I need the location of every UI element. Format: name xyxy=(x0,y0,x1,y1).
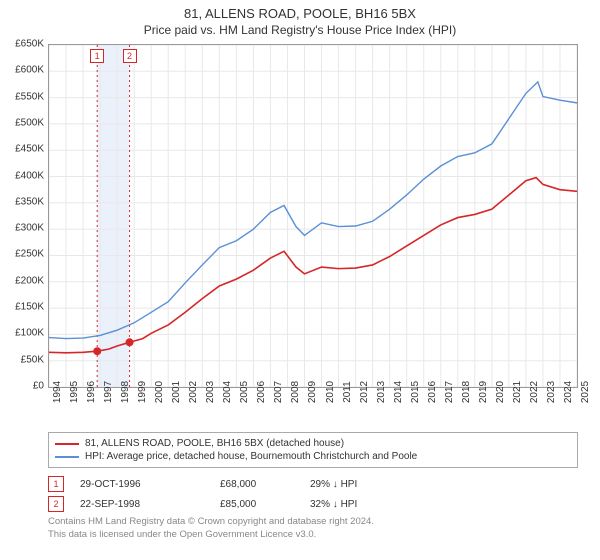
chart-container: 81, ALLENS ROAD, POOLE, BH16 5BX Price p… xyxy=(0,0,600,560)
x-tick-label: 2019 xyxy=(478,381,489,403)
sales-table: 1 29-OCT-1996£68,00029% ↓ HPI 2 22-SEP-1998… xyxy=(48,474,578,514)
y-tick-label: £50K xyxy=(21,354,44,365)
footer-line-1: Contains HM Land Registry data © Crown c… xyxy=(48,516,578,529)
y-tick-label: £300K xyxy=(15,223,44,234)
x-tick-label: 2013 xyxy=(376,381,387,403)
plot-area: 12 xyxy=(48,44,578,388)
sale-pct: 29% ↓ HPI xyxy=(310,479,578,490)
y-tick-label: £250K xyxy=(15,249,44,260)
x-tick-label: 2018 xyxy=(461,381,472,403)
x-tick-label: 2025 xyxy=(580,381,591,403)
sale-row: 2 22-SEP-1998£85,00032% ↓ HPI xyxy=(48,494,578,514)
sale-price: £68,000 xyxy=(220,479,310,490)
x-tick-label: 2004 xyxy=(222,381,233,403)
sale-price: £85,000 xyxy=(220,499,310,510)
x-tick-label: 2000 xyxy=(154,381,165,403)
x-tick-label: 2006 xyxy=(256,381,267,403)
y-tick-label: £0 xyxy=(33,381,44,392)
x-tick-label: 1998 xyxy=(120,381,131,403)
legend-label: 81, ALLENS ROAD, POOLE, BH16 5BX (detach… xyxy=(85,438,344,449)
x-tick-label: 1999 xyxy=(137,381,148,403)
x-tick-label: 2008 xyxy=(290,381,301,403)
x-tick-label: 2017 xyxy=(444,381,455,403)
chart-svg xyxy=(49,45,577,387)
sale-row: 1 29-OCT-1996£68,00029% ↓ HPI xyxy=(48,474,578,494)
sale-date: 22-SEP-1998 xyxy=(80,499,220,510)
y-axis: £0£50K£100K£150K£200K£250K£300K£350K£400… xyxy=(0,44,46,388)
sale-pct: 32% ↓ HPI xyxy=(310,499,578,510)
x-tick-label: 2003 xyxy=(205,381,216,403)
x-tick-label: 1995 xyxy=(69,381,80,403)
x-tick-label: 2023 xyxy=(546,381,557,403)
x-tick-label: 2011 xyxy=(342,381,353,403)
footer-attribution: Contains HM Land Registry data © Crown c… xyxy=(48,516,578,542)
x-tick-label: 2007 xyxy=(273,381,284,403)
x-tick-label: 2015 xyxy=(410,381,421,403)
legend: 81, ALLENS ROAD, POOLE, BH16 5BX (detach… xyxy=(48,432,578,468)
x-tick-label: 2016 xyxy=(427,381,438,403)
footer-line-2: This data is licensed under the Open Gov… xyxy=(48,529,578,542)
y-tick-label: £650K xyxy=(15,39,44,50)
y-tick-label: £400K xyxy=(15,170,44,181)
x-tick-label: 2012 xyxy=(359,381,370,403)
y-tick-label: £350K xyxy=(15,196,44,207)
y-tick-label: £100K xyxy=(15,328,44,339)
y-tick-label: £450K xyxy=(15,144,44,155)
legend-swatch xyxy=(55,456,79,458)
y-tick-label: £550K xyxy=(15,91,44,102)
x-tick-label: 1997 xyxy=(103,381,114,403)
chart-marker-1: 1 xyxy=(90,49,104,63)
legend-item: 81, ALLENS ROAD, POOLE, BH16 5BX (detach… xyxy=(55,437,571,450)
x-tick-label: 2002 xyxy=(188,381,199,403)
x-tick-label: 2024 xyxy=(563,381,574,403)
x-tick-label: 2020 xyxy=(495,381,506,403)
legend-swatch xyxy=(55,443,79,445)
legend-label: HPI: Average price, detached house, Bour… xyxy=(85,451,417,462)
x-tick-label: 1994 xyxy=(52,381,63,403)
y-tick-label: £150K xyxy=(15,302,44,313)
x-tick-label: 2021 xyxy=(512,381,523,403)
sale-marker: 1 xyxy=(48,476,64,492)
x-tick-label: 2009 xyxy=(307,381,318,403)
x-tick-label: 2014 xyxy=(393,381,404,403)
chart-subtitle: Price paid vs. HM Land Registry's House … xyxy=(0,21,600,41)
x-tick-label: 2010 xyxy=(325,381,336,403)
y-tick-label: £500K xyxy=(15,117,44,128)
legend-item: HPI: Average price, detached house, Bour… xyxy=(55,450,571,463)
x-axis: 1994199519961997199819992000200120022003… xyxy=(48,388,578,438)
y-tick-label: £200K xyxy=(15,275,44,286)
x-tick-label: 2001 xyxy=(171,381,182,403)
chart-marker-2: 2 xyxy=(123,49,137,63)
sale-date: 29-OCT-1996 xyxy=(80,479,220,490)
x-tick-label: 2005 xyxy=(239,381,250,403)
y-tick-label: £600K xyxy=(15,65,44,76)
x-tick-label: 1996 xyxy=(86,381,97,403)
x-tick-label: 2022 xyxy=(529,381,540,403)
chart-title: 81, ALLENS ROAD, POOLE, BH16 5BX xyxy=(0,0,600,21)
sale-marker: 2 xyxy=(48,496,64,512)
